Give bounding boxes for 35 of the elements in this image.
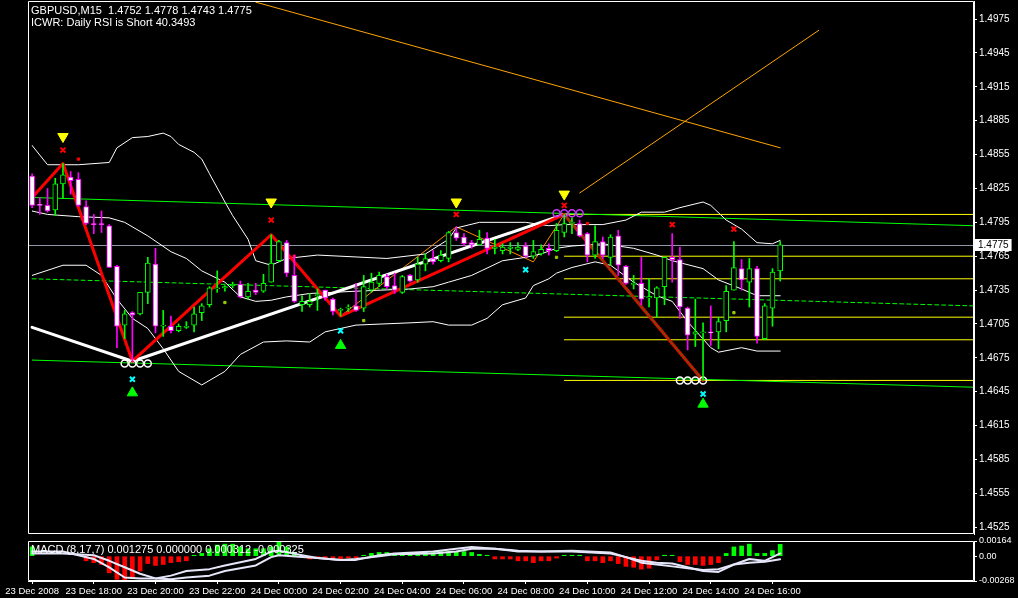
x-tick-label: 24 Dec 02:00 xyxy=(312,585,369,597)
y-tick-label: 1.4735 xyxy=(979,283,1011,295)
y-tick-label: 1.4885 xyxy=(979,114,1011,126)
y-tick-label: 1.4645 xyxy=(979,385,1011,397)
y-tick-label: 0.00 xyxy=(979,550,997,561)
y-tick-label: 1.4795 xyxy=(979,216,1011,228)
y-tick-label: -0.00268 xyxy=(979,575,1015,586)
x-tick-label: 23 Dec 22:00 xyxy=(188,585,246,597)
x-tick-label: 24 Dec 00:00 xyxy=(250,585,308,597)
y-tick-label: 1.4765 xyxy=(979,249,1011,261)
x-tick-label: 24 Dec 04:00 xyxy=(374,585,431,597)
y-tick-label: 1.4915 xyxy=(979,80,1011,92)
x-tick-label: 23 Dec 20:00 xyxy=(127,585,184,597)
y-tick-label: 1.4855 xyxy=(979,148,1011,160)
x-tick-label: 23 Dec 2008 xyxy=(5,585,60,597)
x-tick-label: 24 Dec 14:00 xyxy=(682,585,740,597)
x-tick-label: 24 Dec 10:00 xyxy=(559,585,616,597)
y-tick-label: 0.00164 xyxy=(979,535,1012,546)
x-tick-label: 24 Dec 06:00 xyxy=(435,585,493,597)
x-tick-label: 24 Dec 08:00 xyxy=(497,585,554,597)
text: ICWR: Daily RSI is Short 40.3493 xyxy=(31,16,196,28)
ref-line-label: 1.4775 xyxy=(978,239,1010,251)
y-tick-label: 1.4525 xyxy=(979,520,1011,532)
chart-title: GBPUSD,M15 1.4752 1.4778 1.4743 1.4775 xyxy=(31,4,252,16)
y-tick-label: 1.4945 xyxy=(979,46,1011,58)
x-tick-label: 24 Dec 12:00 xyxy=(620,585,678,597)
y-tick-label: 1.4615 xyxy=(979,419,1011,431)
y-tick-label: 1.4705 xyxy=(979,317,1011,329)
x-tick-label: 24 Dec 16:00 xyxy=(744,585,801,597)
y-tick-label: 1.4675 xyxy=(979,351,1011,363)
y-tick-label: 1.4585 xyxy=(979,453,1011,465)
x-tick-label: 23 Dec 18:00 xyxy=(65,585,123,597)
y-tick-label: 1.4975 xyxy=(979,12,1011,24)
y-tick-label: 1.4825 xyxy=(979,182,1011,194)
y-tick-label: 1.4555 xyxy=(979,487,1011,499)
